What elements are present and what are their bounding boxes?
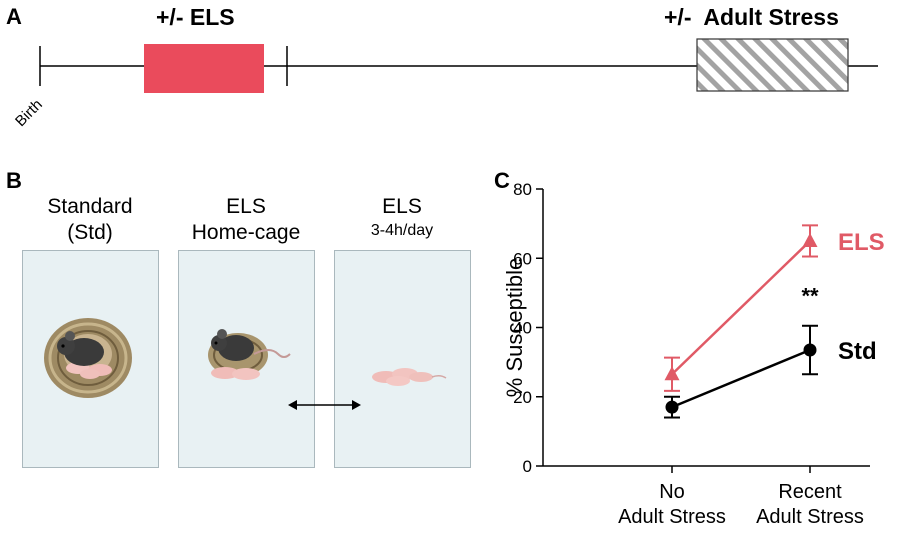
y-tick-label: 20 — [513, 388, 532, 407]
data-point-std — [803, 343, 817, 357]
panel-a-label: A — [6, 4, 22, 29]
adult-stress-period-bar — [696, 38, 849, 92]
cage-caption-line2: Home-cage — [191, 221, 301, 244]
transfer-double-arrow-icon — [288, 400, 361, 410]
x-tick-label: No — [659, 481, 685, 503]
y-tick-label: 60 — [513, 249, 532, 268]
nest-illustration-els-homecage — [208, 329, 291, 380]
x-tick-label: Adult Stress — [756, 506, 864, 528]
x-tick-label: Adult Stress — [618, 506, 726, 528]
pups-illustration-separated — [372, 368, 447, 386]
panel-b-label: B — [6, 168, 22, 193]
x-tick-label: Recent — [778, 481, 842, 503]
cage-caption-els-daily: ELS 3-4h/day — [334, 194, 470, 242]
cage-illustrations — [44, 318, 447, 410]
cage-caption-standard: Standard (Std) — [22, 194, 158, 246]
nest-illustration-standard — [44, 318, 132, 398]
cage-caption-els-homecage: ELS Home-cage — [178, 194, 314, 246]
significance-marker: ** — [801, 283, 819, 308]
series-label-els: ELS — [838, 229, 885, 256]
data-point-els — [664, 366, 680, 381]
susceptibility-chart: 0 20 40 60 80 No Adult Stress Recent Adult Stres… — [502, 180, 885, 528]
els-timeline-label: +/- ELS — [156, 4, 235, 30]
data-point-std — [665, 400, 679, 414]
y-axis-label: % Susceptible — [502, 258, 527, 397]
timeline — [39, 38, 878, 93]
y-tick-label: 0 — [523, 457, 532, 476]
data-point-els — [802, 232, 818, 247]
series-line-std — [671, 348, 811, 409]
cage-caption-line1: ELS — [226, 195, 266, 218]
panel-c-label: C — [494, 168, 510, 193]
mother-mouse-icon — [218, 335, 254, 361]
series-line-els — [671, 240, 811, 376]
cage-caption-line1: ELS — [382, 195, 422, 218]
adult-stress-timeline-label: +/- Adult Stress — [664, 4, 839, 30]
els-period-bar — [144, 44, 264, 93]
y-tick-label: 40 — [513, 319, 532, 338]
cage-els-daily — [334, 250, 471, 468]
cage-caption-line2: 3-4h/day — [370, 222, 434, 239]
series-label-std: Std — [838, 338, 877, 365]
y-tick-label: 80 — [513, 180, 532, 199]
cage-caption-line1: Standard — [47, 195, 133, 218]
cage-caption-line2: (Std) — [67, 221, 113, 244]
